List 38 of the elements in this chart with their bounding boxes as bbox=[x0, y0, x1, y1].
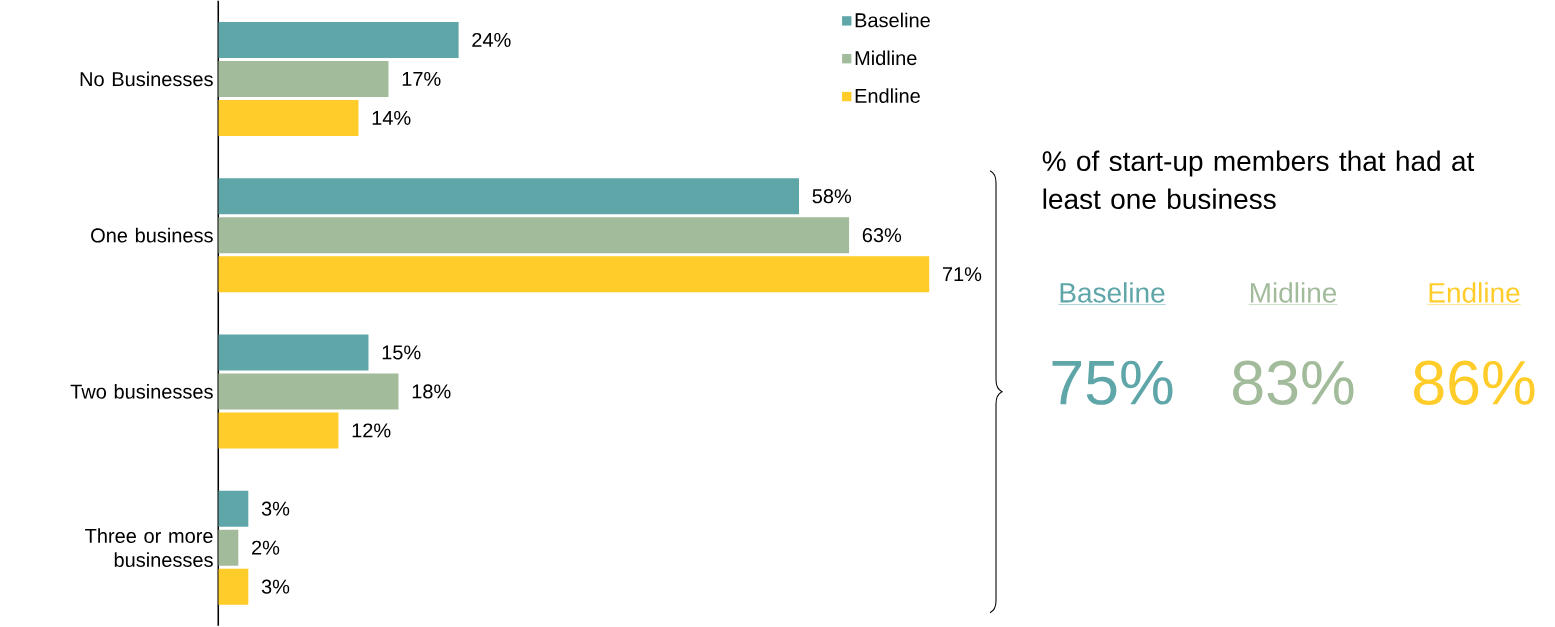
data-label: 17% bbox=[402, 72, 441, 87]
data-label: 2% bbox=[252, 540, 280, 555]
category-label: Midline bbox=[1250, 282, 1337, 303]
legend-label: Endline bbox=[855, 88, 920, 104]
text: 83% bbox=[1233, 360, 1354, 406]
data-label: 24% bbox=[472, 33, 511, 48]
text: % of start-up members that had at least one business bbox=[1042, 150, 1475, 210]
bar bbox=[218, 217, 850, 254]
data-label: 18% bbox=[412, 384, 451, 399]
data-label: 3% bbox=[261, 579, 290, 594]
category-label: Baseline bbox=[1060, 282, 1165, 303]
bar bbox=[218, 100, 359, 137]
y-tick-label: Two businesses bbox=[70, 384, 213, 399]
bar bbox=[218, 22, 459, 59]
bar bbox=[218, 373, 399, 410]
y-tick-label: One business bbox=[91, 228, 213, 243]
bar bbox=[218, 61, 389, 98]
data-label: 3% bbox=[261, 501, 290, 516]
y-tick-label: No Businesses bbox=[80, 71, 213, 87]
category-label: Endline bbox=[1429, 282, 1520, 303]
bar bbox=[218, 529, 239, 566]
data-label: 63% bbox=[862, 228, 902, 243]
bar bbox=[218, 334, 369, 371]
legend-label: Baseline bbox=[855, 12, 930, 28]
data-label: 14% bbox=[372, 111, 411, 126]
bar bbox=[218, 490, 249, 527]
bar bbox=[218, 568, 249, 605]
data-label: 58% bbox=[812, 189, 852, 204]
legend-label: Midline bbox=[855, 50, 917, 66]
bar bbox=[218, 178, 800, 215]
text: 86% bbox=[1414, 360, 1535, 406]
data-label: 15% bbox=[382, 345, 421, 360]
bar bbox=[218, 256, 930, 293]
data-label: 71% bbox=[942, 267, 982, 282]
y-tick-label: Three or more businesses bbox=[85, 528, 213, 568]
text: 75% bbox=[1052, 360, 1173, 406]
data-label: 12% bbox=[352, 423, 391, 438]
bar bbox=[218, 412, 339, 449]
